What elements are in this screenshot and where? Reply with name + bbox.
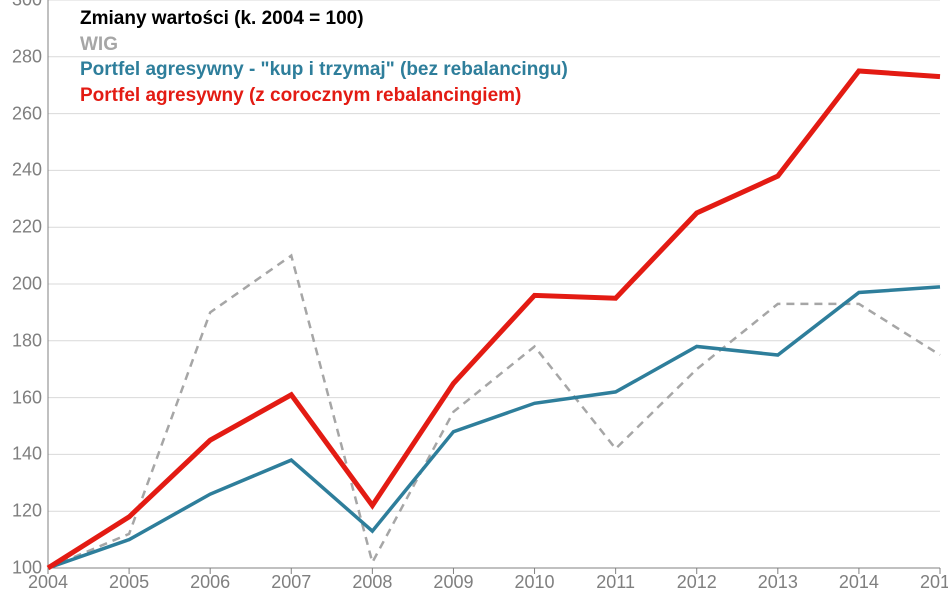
- y-tick-label: 180: [6, 330, 42, 351]
- legend-title: Zmiany wartości (k. 2004 = 100): [80, 6, 568, 32]
- x-tick-label: 2007: [271, 572, 311, 593]
- x-tick-label: 2012: [677, 572, 717, 593]
- y-tick-label: 260: [6, 103, 42, 124]
- x-tick-label: 2010: [515, 572, 555, 593]
- y-tick-label: 140: [6, 444, 42, 465]
- x-tick-label: 2015: [920, 572, 948, 593]
- series-wig: [48, 256, 940, 568]
- legend-item-wig: WIG: [80, 32, 568, 58]
- y-tick-label: 160: [6, 387, 42, 408]
- y-tick-label: 240: [6, 160, 42, 181]
- legend: Zmiany wartości (k. 2004 = 100) WIG Port…: [80, 6, 568, 109]
- y-tick-label: 200: [6, 274, 42, 295]
- y-tick-label: 280: [6, 46, 42, 67]
- x-tick-label: 2009: [433, 572, 473, 593]
- x-tick-label: 2004: [28, 572, 68, 593]
- legend-item-buy: Portfel agresywny - "kup i trzymaj" (bez…: [80, 57, 568, 83]
- x-tick-label: 2008: [352, 572, 392, 593]
- portfolio-chart: 100120140160180200220240260280300 200420…: [0, 0, 948, 593]
- x-tick-label: 2005: [109, 572, 149, 593]
- x-tick-label: 2013: [758, 572, 798, 593]
- x-tick-label: 2006: [190, 572, 230, 593]
- y-tick-label: 220: [6, 217, 42, 238]
- y-tick-label: 120: [6, 501, 42, 522]
- legend-item-rebal: Portfel agresywny (z corocznym rebalanci…: [80, 83, 568, 109]
- x-tick-label: 2011: [596, 572, 635, 593]
- x-tick-label: 2014: [839, 572, 879, 593]
- series-buy: [48, 287, 940, 568]
- series-rebal: [48, 71, 940, 568]
- y-tick-label: 300: [6, 0, 42, 11]
